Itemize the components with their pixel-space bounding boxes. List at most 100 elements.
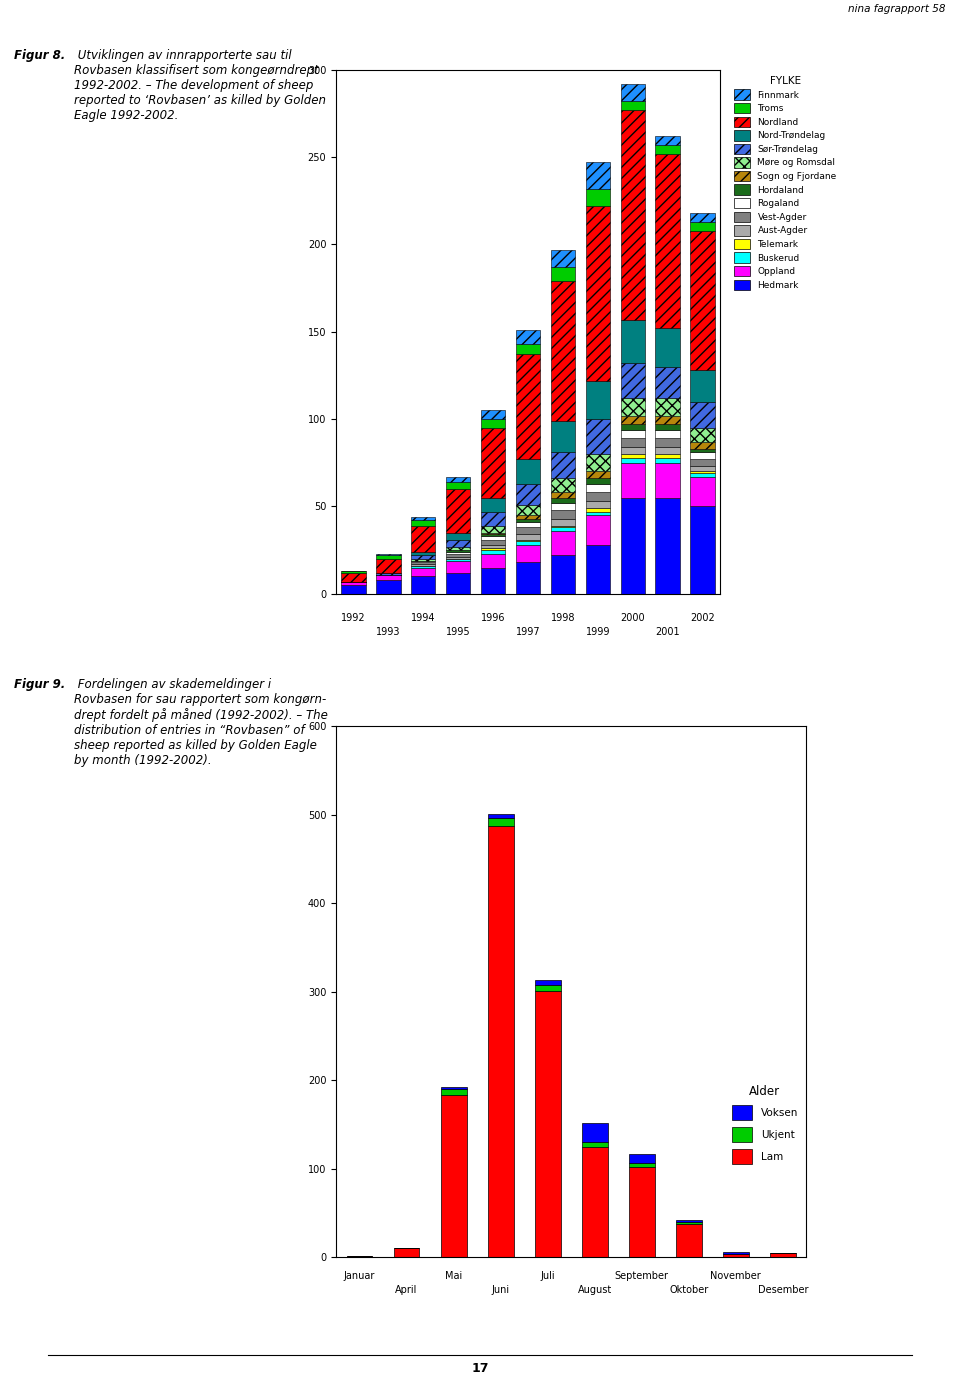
Bar <box>586 162 610 189</box>
Bar <box>586 207 610 381</box>
Bar <box>620 320 645 363</box>
Bar <box>481 532 505 535</box>
Bar <box>656 154 680 328</box>
Bar <box>376 574 400 580</box>
Bar <box>620 458 645 462</box>
Bar <box>551 503 575 510</box>
Bar <box>516 528 540 535</box>
Bar <box>516 344 540 355</box>
Bar <box>347 1256 372 1257</box>
Bar <box>411 525 436 552</box>
Bar <box>770 1253 796 1257</box>
Bar <box>690 441 715 448</box>
Bar <box>551 453 575 479</box>
Text: Januar: Januar <box>344 1271 375 1281</box>
Bar <box>656 447 680 454</box>
Bar <box>690 453 715 460</box>
Bar <box>551 497 575 503</box>
Bar <box>376 573 400 574</box>
Bar <box>446 573 470 594</box>
Bar <box>481 539 505 545</box>
Bar <box>656 497 680 594</box>
Bar <box>551 281 575 420</box>
Bar <box>586 483 610 493</box>
Bar <box>582 1123 608 1143</box>
Bar <box>620 425 645 430</box>
Bar <box>446 546 470 550</box>
Bar <box>441 1090 467 1095</box>
Legend: Voksen, Ukjent, Lam: Voksen, Ukjent, Lam <box>729 1081 802 1168</box>
Bar <box>446 553 470 557</box>
Text: Desember: Desember <box>757 1285 808 1295</box>
Bar <box>656 398 680 416</box>
Bar <box>629 1162 655 1166</box>
Bar <box>516 522 540 528</box>
Text: Fordelingen av skademeldinger i
Rovbasen for sau rapportert som kongørn-
drept f: Fordelingen av skademeldinger i Rovbasen… <box>74 678 327 767</box>
Bar <box>656 425 680 430</box>
Bar <box>516 539 540 542</box>
Bar <box>481 419 505 427</box>
Bar <box>690 222 715 231</box>
Text: Utviklingen av innrapporterte sau til
Rovbasen klassifisert som kongeørndrept
19: Utviklingen av innrapporterte sau til Ro… <box>74 49 326 122</box>
Bar <box>582 1143 608 1147</box>
Bar <box>656 328 680 367</box>
Bar <box>656 137 680 145</box>
Text: nina fagrapport 58: nina fagrapport 58 <box>848 4 946 14</box>
Bar <box>411 564 436 566</box>
Bar <box>394 1249 420 1257</box>
Bar <box>586 381 610 419</box>
Bar <box>516 483 540 504</box>
Text: September: September <box>614 1271 669 1281</box>
Bar <box>690 448 715 453</box>
Bar <box>551 493 575 497</box>
Bar <box>656 430 680 439</box>
Bar <box>411 517 436 521</box>
Bar <box>676 1222 702 1224</box>
Bar <box>620 110 645 320</box>
Bar <box>551 267 575 281</box>
Bar <box>481 411 505 419</box>
Bar <box>551 525 575 528</box>
Bar <box>690 427 715 441</box>
Bar <box>551 510 575 518</box>
Text: 1993: 1993 <box>376 627 400 637</box>
Bar <box>376 580 400 594</box>
Bar <box>516 460 540 483</box>
Bar <box>656 145 680 154</box>
Bar <box>481 497 505 511</box>
Bar <box>656 439 680 447</box>
Bar <box>411 566 436 567</box>
Bar <box>656 367 680 398</box>
Bar <box>690 472 715 474</box>
Bar <box>586 493 610 502</box>
Bar <box>586 509 610 511</box>
Text: Figur 8.: Figur 8. <box>14 49 65 61</box>
Bar <box>582 1147 608 1257</box>
Bar <box>376 553 400 556</box>
Text: Oktober: Oktober <box>669 1285 708 1295</box>
Bar <box>488 814 514 819</box>
Bar <box>516 355 540 460</box>
Text: 2002: 2002 <box>690 613 715 623</box>
Bar <box>341 571 366 573</box>
Bar <box>620 416 645 425</box>
Bar <box>376 556 400 559</box>
Bar <box>586 502 610 509</box>
Text: 1999: 1999 <box>586 627 610 637</box>
Bar <box>620 439 645 447</box>
Bar <box>620 102 645 110</box>
Bar <box>656 462 680 497</box>
Bar <box>535 985 561 990</box>
Bar <box>446 559 470 560</box>
Bar <box>656 454 680 458</box>
Bar <box>586 545 610 594</box>
Bar <box>441 1087 467 1090</box>
Bar <box>446 532 470 539</box>
Bar <box>481 427 505 497</box>
Bar <box>551 531 575 556</box>
Bar <box>411 552 436 556</box>
Bar <box>723 1252 749 1253</box>
Bar <box>516 542 540 545</box>
Bar <box>551 556 575 594</box>
Bar <box>481 567 505 594</box>
